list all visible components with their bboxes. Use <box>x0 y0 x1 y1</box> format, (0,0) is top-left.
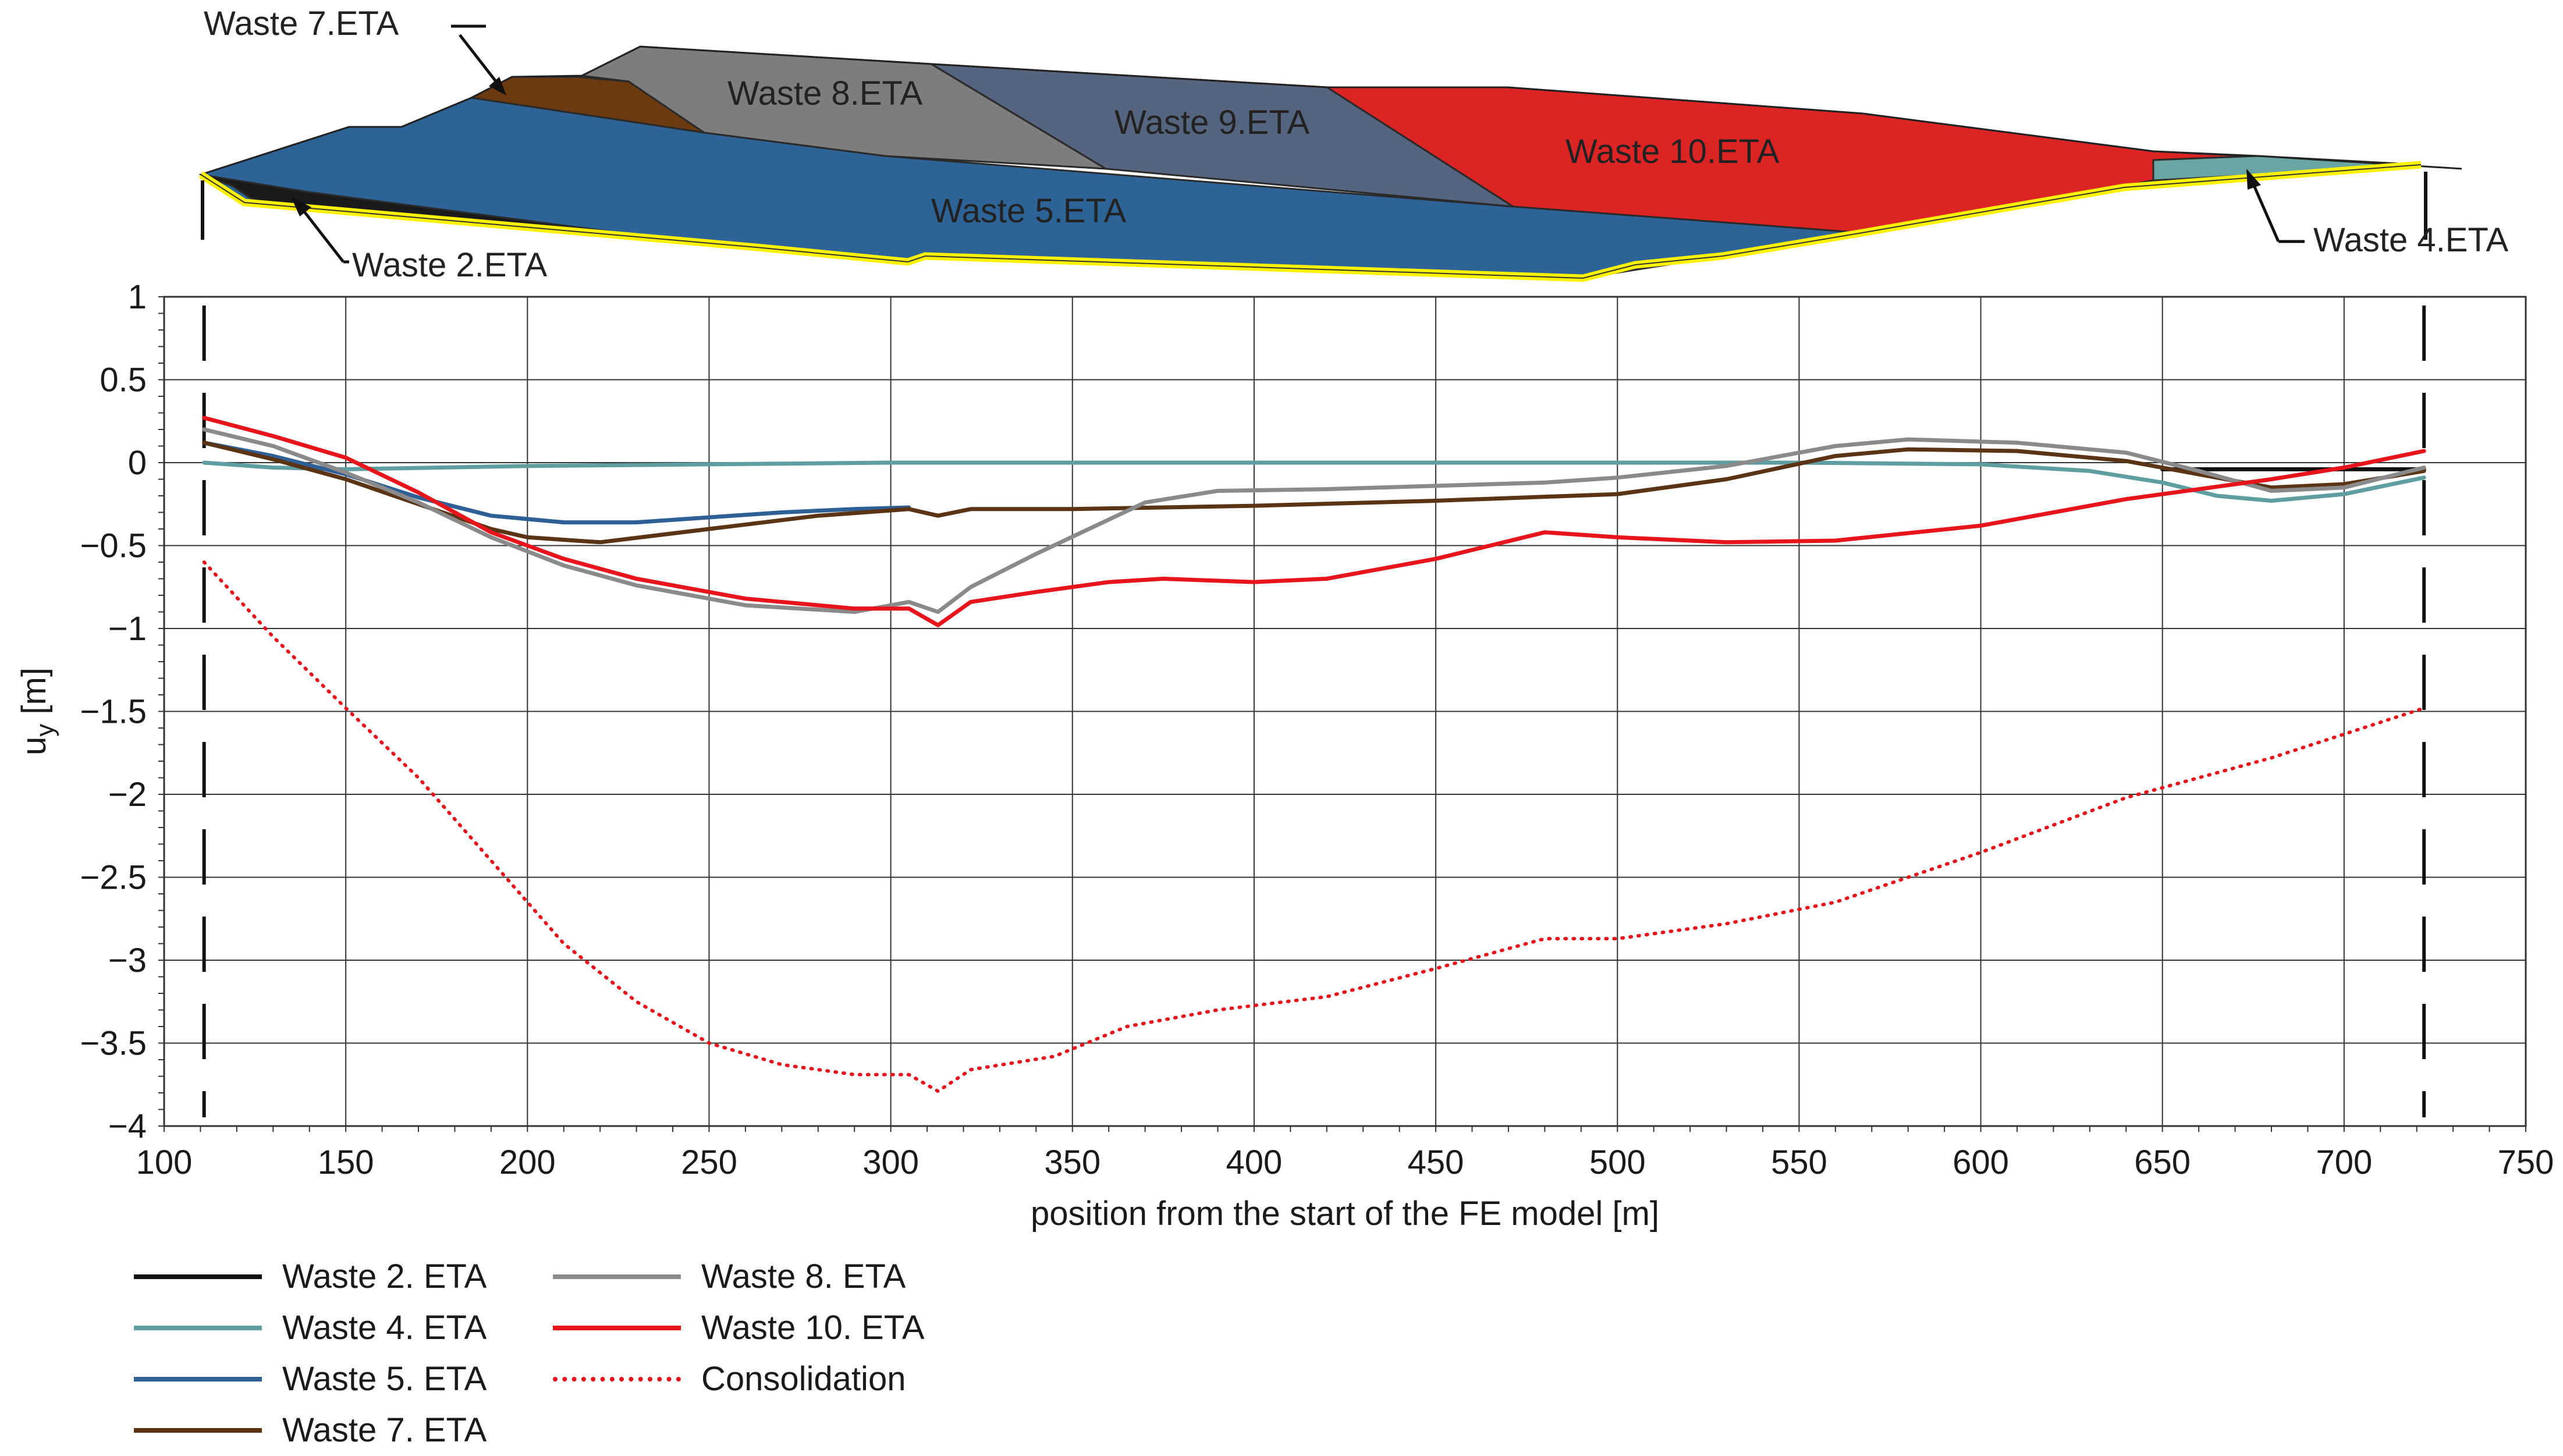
x-tick-label: 150 <box>318 1144 374 1181</box>
x-tick-label: 550 <box>1771 1144 1827 1181</box>
waste-9-label: Waste 9.ETA <box>1114 104 1310 141</box>
y-tick-label: −1 <box>108 610 147 648</box>
legend-label: Waste 8. ETA <box>701 1258 906 1295</box>
legend-item: Waste 8. ETA <box>553 1251 960 1302</box>
waste-2-label: Waste 2.ETA <box>352 246 548 284</box>
liner-edge-line <box>200 164 2422 279</box>
y-tick-label: −2.5 <box>80 859 147 897</box>
y-axis-label-base: u <box>15 737 53 755</box>
y-tick-label: 0.5 <box>100 361 147 399</box>
waste-10-label: Waste 10.ETA <box>1566 133 1780 171</box>
waste-4-label: Waste 4.ETA <box>2313 221 2509 259</box>
series-consolidation <box>202 560 2426 1093</box>
y-tick-label: 0 <box>128 444 147 482</box>
x-tick-label: 450 <box>1408 1144 1464 1181</box>
x-tick-label: 400 <box>1226 1144 1283 1181</box>
x-tick-label: 250 <box>681 1144 737 1181</box>
y-tick-label: −3.5 <box>80 1025 147 1063</box>
legend-item: Waste 2. ETA <box>134 1251 541 1302</box>
legend-item: Consolidation <box>553 1354 960 1405</box>
legend-item: Waste 7. ETA <box>134 1405 541 1456</box>
y-tick-label: 1 <box>128 278 147 316</box>
legend-item: Waste 4. ETA <box>134 1302 541 1354</box>
y-tick-label: −3 <box>108 942 147 979</box>
waste-8-label: Waste 8.ETA <box>727 74 923 112</box>
series-waste-8-eta <box>202 427 2426 614</box>
x-tick-label: 700 <box>2316 1144 2372 1181</box>
legend-swatch <box>553 1377 681 1382</box>
minor-ticks <box>158 296 2526 1132</box>
y-axis-label: uy [m] <box>15 667 59 755</box>
legend-swatch <box>134 1377 262 1382</box>
legend-label: Consolidation <box>701 1360 906 1398</box>
y-tick-label: −1.5 <box>80 693 147 731</box>
series-waste-10-eta <box>202 416 2426 627</box>
waste-7-label: Waste 7.ETA <box>204 5 399 42</box>
legend-label: Waste 7. ETA <box>282 1411 487 1449</box>
legend-item: Waste 5. ETA <box>134 1354 541 1405</box>
x-tick-label: 100 <box>136 1144 193 1181</box>
waste-2-arrowhead <box>291 197 311 216</box>
x-tick-label: 600 <box>1953 1144 2009 1181</box>
legend-label: Waste 5. ETA <box>282 1360 487 1398</box>
legend-item: Waste 10. ETA <box>553 1302 960 1354</box>
legend-swatch <box>134 1326 262 1330</box>
x-tick-label: 750 <box>2498 1144 2554 1181</box>
x-tick-labels: 100 150 200 250 300 350 400 450 500 550 600 650 700 7… <box>136 1144 2554 1181</box>
legend-label: Waste 2. ETA <box>282 1258 487 1295</box>
displacement-chart: 100 150 200 250 300 350 400 450 500 550 600 650 700 7… <box>15 278 2554 1233</box>
x-tick-label: 350 <box>1044 1144 1101 1181</box>
series-lines <box>202 416 2426 1093</box>
series-waste-4-eta <box>202 460 2426 503</box>
y-tick-label: −0.5 <box>80 527 147 565</box>
legend-swatch <box>553 1274 681 1279</box>
waste-7-arrowhead <box>489 77 506 95</box>
top-surface-line <box>200 45 2462 176</box>
series-waste-5-eta <box>202 441 911 525</box>
legend-swatch <box>134 1428 262 1433</box>
waste-5-label: Waste 5.ETA <box>931 192 1127 230</box>
legend-label: Waste 4. ETA <box>282 1309 487 1347</box>
plot-frame <box>163 296 2527 1127</box>
x-tick-label: 200 <box>499 1144 556 1181</box>
waste-4-leader-arrow <box>2250 180 2280 243</box>
y-axis-label-unit: [m] <box>15 667 53 724</box>
legend-swatch <box>134 1274 262 1279</box>
legend: Waste 2. ETA Waste 4. ETA Waste 5. ETA Wast… <box>134 1251 1123 1449</box>
y-tick-labels: 1 0.5 0 −0.5 −1 −1.5 −2 −2.5 −3 −3.5 −4 <box>80 278 147 1145</box>
grid-lines <box>164 296 2526 1127</box>
x-tick-label: 650 <box>2134 1144 2191 1181</box>
x-axis-label: position from the start of the FE model … <box>1031 1195 1659 1233</box>
waste-4-arrowhead <box>2246 169 2261 190</box>
series-waste-7-eta <box>202 441 2426 545</box>
landfill-cross-section: Waste 7.ETA Waste 8.ETA Waste 9.ETA Wast… <box>198 5 2509 284</box>
legend-label: Waste 10. ETA <box>701 1309 925 1347</box>
waste-2-leader <box>301 208 345 263</box>
waste-7-leader-arrow <box>459 34 502 88</box>
x-tick-label: 500 <box>1589 1144 1646 1181</box>
y-axis-label-sub: y <box>31 724 59 737</box>
legend-swatch <box>553 1326 681 1330</box>
y-tick-label: −2 <box>108 776 147 814</box>
x-tick-label: 300 <box>862 1144 919 1181</box>
y-tick-label: −4 <box>108 1107 147 1145</box>
